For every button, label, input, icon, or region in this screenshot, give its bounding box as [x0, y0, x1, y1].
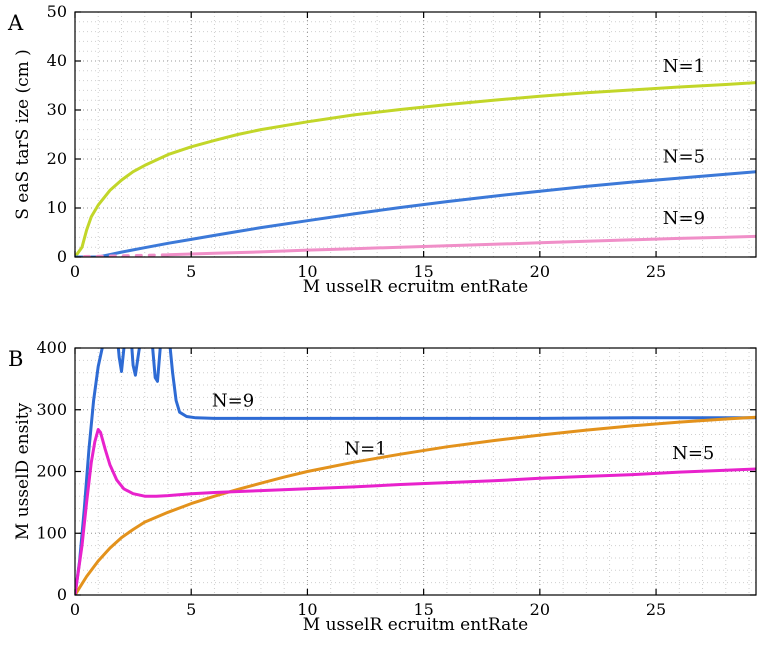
- grid: [74, 11, 756, 258]
- x-tick-label: 20: [530, 600, 550, 619]
- curve-label-N=9: N=9: [663, 208, 705, 229]
- y-axis-label: S eaS tarS ize (cm ): [13, 49, 33, 220]
- series-N=5: [75, 428, 756, 595]
- panel-A: 0 5 10 15 20 25 0 10 20 30 40 50 M usselR ecruitm en…: [7, 2, 757, 297]
- axes-box: [74, 11, 757, 258]
- series-N=9-dashed: [82, 253, 170, 257]
- y-tick-label: 50: [47, 2, 67, 21]
- x-tick-label: 0: [70, 600, 80, 619]
- x-tick-label: 5: [186, 262, 196, 281]
- y-tick-label: 0: [57, 247, 67, 266]
- series-group: [75, 81, 756, 257]
- curve-label-N=5: N=5: [663, 147, 705, 168]
- curve-label-N=1: N=1: [663, 56, 705, 77]
- y-tick-label: 30: [47, 100, 67, 119]
- curve-label-N=5: N=5: [672, 443, 714, 464]
- x-tick-label: 20: [530, 262, 550, 281]
- series-N=9: [166, 234, 756, 257]
- x-tick-label: 10: [297, 262, 317, 281]
- x-tick-label: 0: [70, 262, 80, 281]
- y-tick-label: 400: [36, 338, 67, 357]
- series-N=1: [75, 415, 756, 595]
- panel-B: 0 5 10 15 20 25 0 100 200 300 400 M usselR ecruitm …: [8, 338, 757, 635]
- y-tick-label: 40: [47, 51, 67, 70]
- x-tick-label: 25: [646, 600, 666, 619]
- y-tick-label: 100: [36, 523, 67, 542]
- x-tick-label: 15: [413, 262, 433, 281]
- series-N=1: [75, 81, 756, 257]
- y-tick-label: 10: [47, 198, 67, 217]
- y-tick-label: 0: [57, 585, 67, 604]
- ticks: 0 5 10 15 20 25 0 10 20 30 40 50: [47, 2, 756, 281]
- y-tick-label: 20: [47, 149, 67, 168]
- y-axis-label: M usselD ensity: [13, 402, 33, 540]
- x-axis-label: M usselR ecruitm entRate: [303, 615, 528, 635]
- y-tick-label: 200: [36, 462, 67, 481]
- x-tick-label: 25: [646, 262, 666, 281]
- ticks: 0 5 10 15 20 25 0 100 200 300 400: [36, 338, 756, 619]
- curve-label-N=9: N=9: [212, 390, 254, 411]
- series-N=9: [75, 348, 756, 595]
- panel-letter: B: [8, 347, 23, 371]
- panel-letter: A: [7, 11, 24, 35]
- curve-label-N=1: N=1: [344, 439, 386, 460]
- x-tick-label: 5: [186, 600, 196, 619]
- series-group: [75, 348, 756, 595]
- x-tick-label: 15: [413, 600, 433, 619]
- grid: [74, 347, 756, 596]
- y-tick-label: 300: [36, 400, 67, 419]
- series-N=5: [75, 170, 756, 257]
- x-tick-label: 10: [297, 600, 317, 619]
- x-axis-label: M usselR ecruitm entRate: [303, 277, 528, 297]
